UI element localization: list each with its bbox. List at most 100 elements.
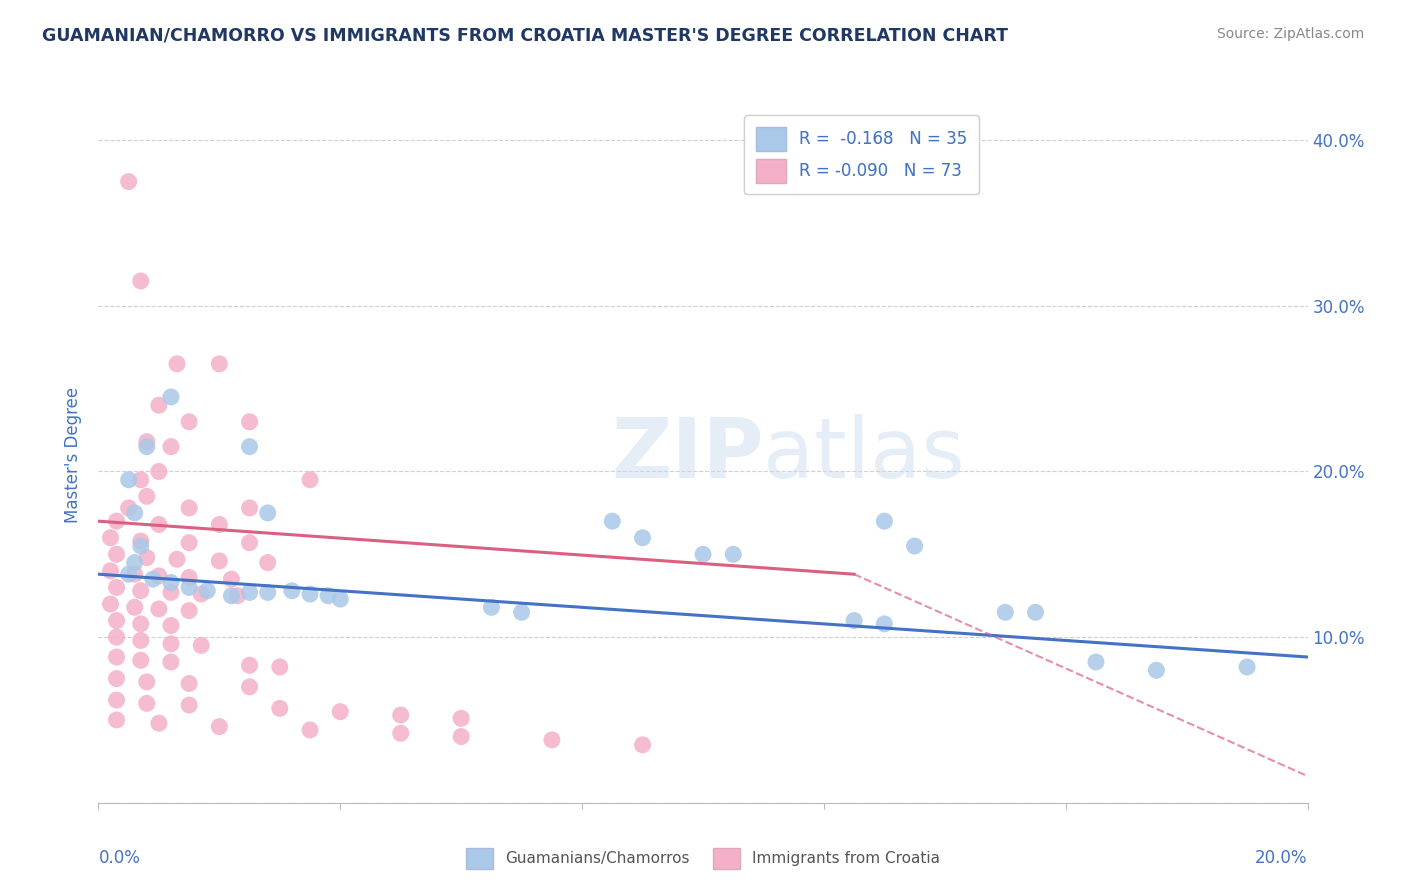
Point [100, 597, 122, 611]
Point [105, 650, 128, 665]
Point [148, 569, 170, 583]
Point [239, 658, 262, 673]
Point [208, 357, 231, 371]
Point [105, 672, 128, 686]
Point [510, 605, 533, 619]
Point [208, 517, 231, 532]
Point [179, 604, 201, 618]
Point [226, 589, 249, 603]
Point [195, 583, 218, 598]
Point [160, 637, 183, 651]
Point [160, 575, 183, 590]
Point [129, 653, 152, 667]
Y-axis label: Master's Degree: Master's Degree [65, 387, 83, 523]
Point [723, 547, 745, 561]
Point [281, 583, 304, 598]
Point [389, 708, 412, 723]
Point [179, 535, 201, 549]
Point [100, 531, 122, 545]
Point [631, 738, 654, 752]
Point [1085, 655, 1108, 669]
Point [135, 489, 157, 503]
Point [540, 732, 562, 747]
Point [148, 602, 170, 616]
Point [269, 701, 291, 715]
Point [844, 614, 866, 628]
Point [256, 585, 278, 599]
Point [160, 390, 183, 404]
Point [190, 639, 212, 653]
Point [299, 587, 322, 601]
Point [329, 705, 352, 719]
Point [100, 564, 122, 578]
Point [148, 465, 170, 479]
Point [179, 698, 201, 712]
Point [118, 473, 141, 487]
Point [692, 547, 714, 561]
Point [129, 473, 152, 487]
Point [389, 726, 412, 740]
Point [221, 589, 243, 603]
Point [129, 633, 152, 648]
Text: GUAMANIAN/CHAMORRO VS IMMIGRANTS FROM CROATIA MASTER'S DEGREE CORRELATION CHART: GUAMANIAN/CHAMORRO VS IMMIGRANTS FROM CR… [42, 27, 1008, 45]
Point [105, 713, 128, 727]
Point [602, 514, 624, 528]
Point [239, 535, 262, 549]
Point [160, 440, 183, 454]
Point [105, 581, 128, 595]
Point [329, 592, 352, 607]
Legend: R =  -0.168   N = 35, R = -0.090   N = 73: R = -0.168 N = 35, R = -0.090 N = 73 [744, 115, 979, 194]
Point [316, 589, 339, 603]
Text: ZIP: ZIP [612, 415, 763, 495]
Point [160, 655, 183, 669]
Point [135, 674, 157, 689]
Point [873, 514, 896, 528]
Point [135, 550, 157, 565]
Point [105, 630, 128, 644]
Point [299, 723, 322, 737]
Point [118, 500, 141, 515]
Point [299, 473, 322, 487]
Text: 0.0%: 0.0% [98, 849, 141, 867]
Point [239, 415, 262, 429]
Text: atlas: atlas [763, 415, 965, 495]
Point [160, 585, 183, 599]
Legend: Guamanians/Chamorros, Immigrants from Croatia: Guamanians/Chamorros, Immigrants from Cr… [460, 841, 946, 875]
Point [239, 440, 262, 454]
Point [904, 539, 927, 553]
Point [239, 680, 262, 694]
Point [124, 567, 146, 582]
Point [135, 440, 157, 454]
Point [179, 581, 201, 595]
Point [148, 517, 170, 532]
Point [105, 614, 128, 628]
Point [269, 660, 291, 674]
Point [142, 572, 165, 586]
Point [129, 274, 152, 288]
Point [256, 506, 278, 520]
Point [105, 514, 128, 528]
Point [179, 676, 201, 690]
Point [129, 616, 152, 631]
Point [129, 534, 152, 549]
Point [124, 600, 146, 615]
Point [124, 506, 146, 520]
Point [450, 711, 472, 725]
Text: 20.0%: 20.0% [1256, 849, 1308, 867]
Point [105, 693, 128, 707]
Point [166, 357, 188, 371]
Point [124, 556, 146, 570]
Point [450, 730, 472, 744]
Point [148, 716, 170, 731]
Point [239, 500, 262, 515]
Point [135, 697, 157, 711]
Point [1024, 605, 1046, 619]
Point [190, 587, 212, 601]
Point [118, 175, 141, 189]
Point [208, 554, 231, 568]
Point [179, 570, 201, 584]
Point [1144, 663, 1167, 677]
Point [239, 585, 262, 599]
Point [256, 556, 278, 570]
Point [481, 600, 503, 615]
